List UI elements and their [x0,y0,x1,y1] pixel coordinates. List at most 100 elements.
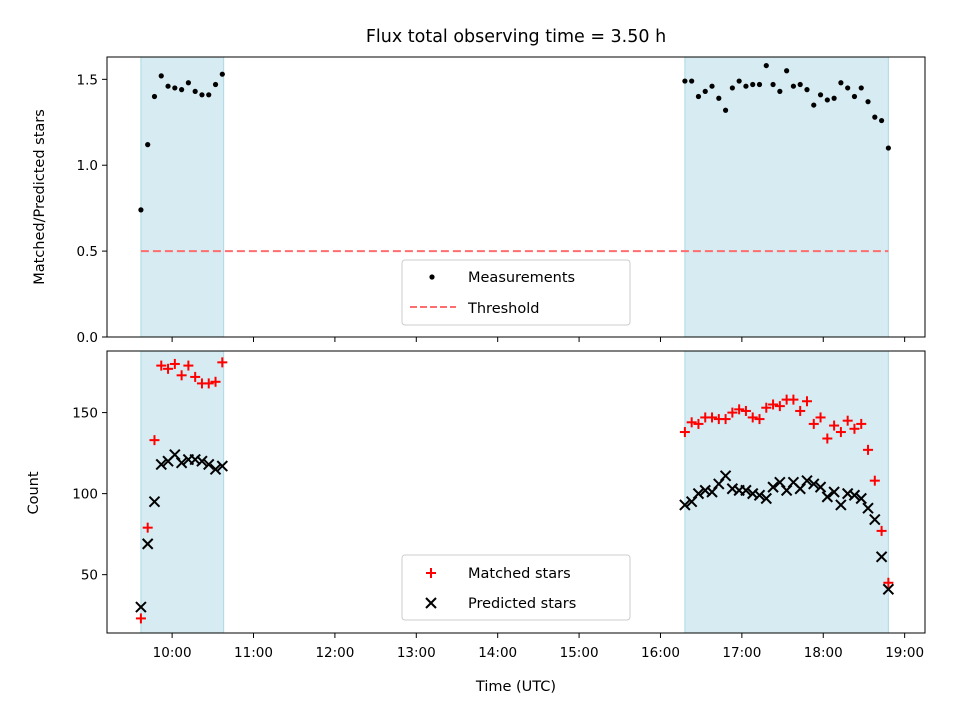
x-tick-label: 18:00 [804,645,843,661]
measurement-point [722,107,729,113]
matched-star-point [163,363,174,374]
measurement-point [709,83,715,89]
predicted-star-point [155,458,167,471]
x-tick-label: 15:00 [560,645,599,661]
matched-star-point [679,427,690,438]
measurement-point [797,81,803,88]
matched-star-point [686,417,697,428]
matched-star-point [693,418,704,429]
matched-star-point [768,399,779,410]
legend-predicted-marker [425,597,437,609]
predicted-star-point [882,583,895,595]
matched-star-point [740,405,751,416]
legend-measurements-marker [429,274,435,280]
predicted-star-point [148,496,161,508]
measurement-point [145,142,151,148]
measurement-point [831,95,837,101]
bottom-plot-frame [106,350,926,634]
y-tick-label: 0.0 [77,330,98,346]
measurement-point [138,207,144,213]
matched-star-point [869,475,880,486]
measurement-point [165,83,171,89]
measurement-point [845,85,851,91]
predicted-star-point [135,601,147,613]
matched-star-point [707,412,718,423]
matched-star-point [842,415,853,426]
legend-predicted-label: Predicted stars [468,596,576,612]
measurement-point [695,93,702,100]
legend-matched-label: Matched stars [468,566,571,582]
top-y-axis-title: Matched/Predicted stars [32,109,48,285]
shaded-span [140,350,225,634]
measurement-point [885,145,891,151]
predicted-star-point [189,453,201,466]
measurement-point [811,102,817,108]
predicted-star-point [740,484,752,497]
predicted-star-point [216,460,229,472]
x-tick-label: 13:00 [397,645,436,661]
x-tick-label: 11:00 [234,645,273,661]
measurement-point [824,97,830,103]
measurement-point [872,114,878,120]
predicted-star-point [875,551,888,563]
matched-star-point [788,394,799,405]
shaded-span [140,56,225,338]
matched-star-point [876,525,887,536]
measurement-point [790,83,797,89]
x-axis-title: Time (UTC) [475,679,556,695]
predicted-star-point [747,487,759,500]
measurement-point [878,117,885,124]
measurement-point [756,81,763,88]
measurement-point [851,93,858,100]
matched-star-point [183,360,194,371]
measurement-point [158,73,164,79]
predicted-star-point [175,457,188,469]
predicted-star-point [719,470,732,482]
matched-star-point [856,418,867,429]
measurement-point [777,88,783,94]
predicted-star-point [679,499,691,511]
x-tick-label: 14:00 [478,645,517,661]
chart-title: Flux total observing time = 3.50 h [366,27,666,47]
matched-star-point [849,423,860,434]
measurement-point [179,87,185,93]
measurement-point [172,85,178,91]
matched-star-point [863,444,874,455]
predicted-star-point [848,489,861,501]
measurement-point [212,81,219,88]
matched-star-point [883,577,894,588]
predicted-star-point [801,474,813,487]
measurement-point [729,85,735,91]
measurement-point [736,78,742,84]
shaded-span [684,56,889,338]
measurement-point [192,88,198,94]
measurement-point [838,80,844,86]
measurement-point [804,87,810,93]
measurement-point [865,99,871,105]
predicted-star-point [209,463,222,476]
predicted-star-point [808,478,820,490]
matched-star-point [176,370,187,381]
y-tick-label: 50 [81,568,98,584]
measurement-point [817,92,824,98]
measurement-point [219,71,225,77]
top-panel: 0.0 0.5 1.0 1.5 Matched/Predicted stars Mea… [32,56,926,346]
x-tick-label: 10:00 [153,645,192,661]
matched-star-point [727,407,738,418]
measurement-point [199,92,205,98]
predicted-star-point [753,489,766,501]
y-tick-label: 150 [72,406,98,422]
matched-star-point [747,412,758,423]
legend-threshold-label: Threshold [467,301,539,317]
predicted-star-point [767,481,779,493]
predicted-star-point [699,484,711,497]
bottom-panel: 50 100 150 10:00 11:00 12:00 13:00 14:00 15:00 1… [26,350,926,695]
measurement-point [858,85,864,91]
y-tick-label: 0.5 [77,244,98,260]
predicted-star-point [196,455,208,467]
top-plot-frame [106,56,926,338]
matched-star-point [795,405,806,416]
measurement-point [750,81,756,88]
matched-star-point [190,371,201,382]
matched-star-point [203,378,214,389]
